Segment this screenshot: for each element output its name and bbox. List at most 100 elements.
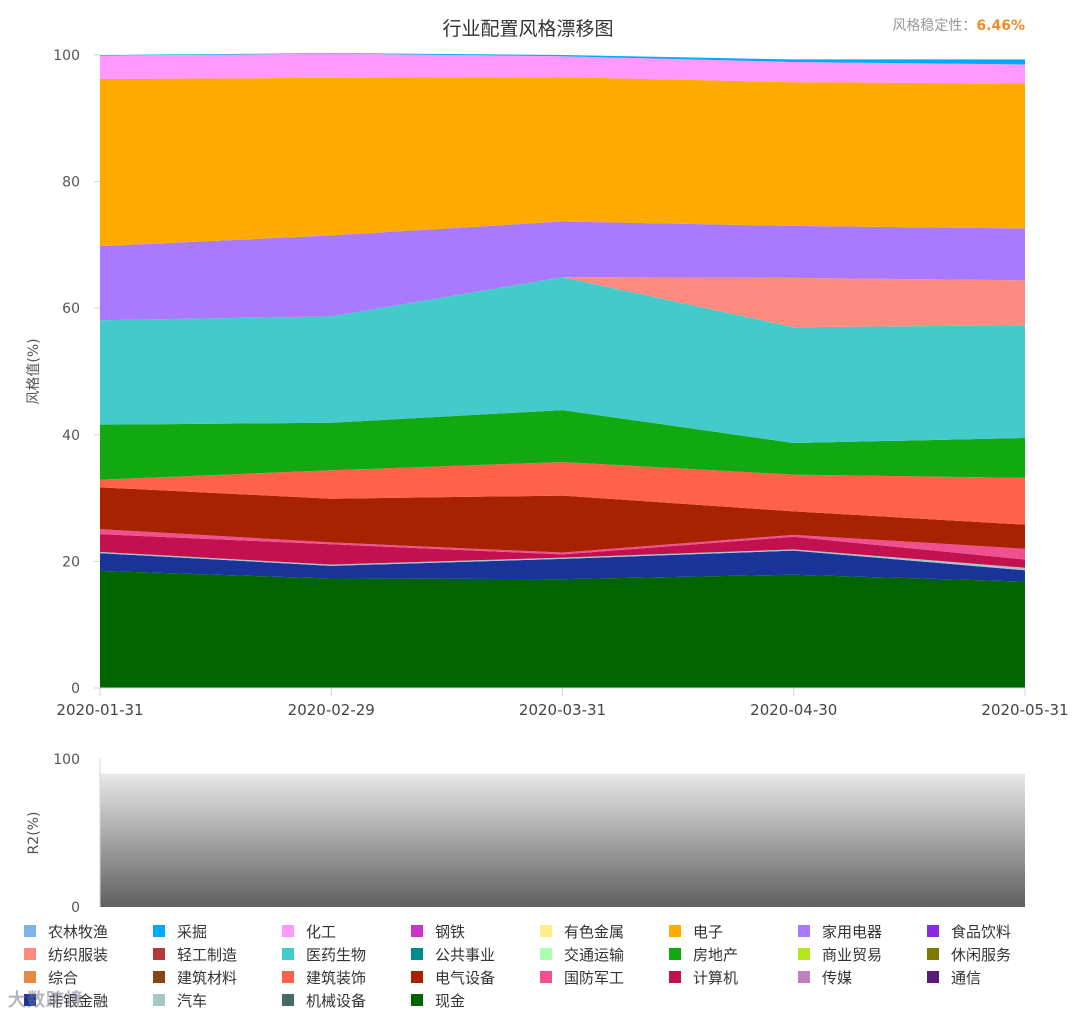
legend-item[interactable]: 机械设备 — [282, 989, 366, 1011]
legend-swatch — [669, 948, 681, 960]
legend-item[interactable]: 轻工制造 — [153, 943, 237, 965]
legend-item[interactable]: 电气设备 — [411, 966, 495, 988]
legend-item[interactable]: 食品饮料 — [927, 920, 1011, 942]
legend-item[interactable]: 国防军工 — [540, 966, 624, 988]
area-电气设备 — [100, 487, 1025, 553]
legend-label: 汽车 — [177, 991, 208, 1010]
legend-item[interactable]: 综合 — [24, 966, 78, 988]
legend-label: 家用电器 — [822, 922, 883, 941]
legend-label: 计算机 — [693, 968, 739, 987]
stability-label: 风格稳定性：6.46% — [892, 18, 1025, 34]
legend-swatch — [282, 925, 294, 937]
legend-item[interactable]: 计算机 — [669, 966, 738, 988]
legend-swatch — [24, 948, 36, 960]
legend-swatch — [540, 925, 552, 937]
y-tick-label: 0 — [71, 681, 80, 697]
legend-item[interactable]: 公共事业 — [411, 943, 495, 965]
legend-label: 交通运输 — [564, 945, 625, 964]
legend-swatch — [153, 948, 165, 960]
legend-swatch — [411, 948, 423, 960]
legend-label: 钢铁 — [435, 922, 466, 941]
legend-item[interactable]: 钢铁 — [411, 920, 465, 942]
legend-item[interactable]: 纺织服装 — [24, 943, 108, 965]
legend-swatch — [669, 971, 681, 983]
legend-label: 传媒 — [822, 968, 853, 987]
legend-item[interactable]: 有色金属 — [540, 920, 624, 942]
legend-item[interactable]: 建筑装饰 — [282, 966, 366, 988]
legend-swatch — [24, 971, 36, 983]
legend-item[interactable]: 商业贸易 — [798, 943, 882, 965]
legend-label: 食品饮料 — [951, 922, 1012, 941]
legend-swatch — [540, 948, 552, 960]
legend-swatch — [927, 971, 939, 983]
x-tick-label: 2020-05-31 — [981, 701, 1068, 719]
legend-swatch — [540, 971, 552, 983]
r2-y-tick-label: 100 — [53, 752, 80, 768]
legend-swatch — [798, 971, 810, 983]
area-计算机 — [100, 534, 1025, 568]
y-tick-label: 100 — [53, 48, 80, 64]
x-tick-label: 2020-02-29 — [288, 701, 375, 719]
area-化工 — [100, 53, 1025, 84]
area-电子 — [100, 77, 1025, 247]
legend-label: 建筑装饰 — [306, 968, 367, 987]
legend-swatch — [153, 971, 165, 983]
legend-item[interactable]: 房地产 — [669, 943, 738, 965]
legend-label: 休闲服务 — [951, 945, 1012, 964]
legend-swatch — [798, 948, 810, 960]
area-汽车 — [100, 549, 1025, 571]
legend-label: 建筑材料 — [177, 968, 238, 987]
legend-label: 通信 — [951, 968, 982, 987]
stability-value: 6.46% — [976, 18, 1025, 34]
legend-label: 有色金属 — [564, 922, 625, 941]
x-tick-label: 2020-03-31 — [519, 701, 606, 719]
legend-swatch — [282, 971, 294, 983]
legend-swatch — [927, 948, 939, 960]
legend-swatch — [927, 925, 939, 937]
legend-item[interactable]: 医药生物 — [282, 943, 366, 965]
legend-swatch — [153, 994, 165, 1006]
legend-label: 商业贸易 — [822, 945, 883, 964]
y-tick-label: 60 — [62, 301, 80, 317]
legend-swatch — [282, 994, 294, 1006]
legend-item[interactable]: 家用电器 — [798, 920, 882, 942]
y-tick-label: 20 — [62, 554, 80, 570]
y-axis-label: 风格值(%) — [26, 338, 42, 404]
area-医药生物 — [100, 277, 1025, 444]
legend-item[interactable]: 采掘 — [153, 920, 207, 942]
legend-swatch — [411, 925, 423, 937]
legend-item[interactable]: 化工 — [282, 920, 336, 942]
area-家用电器 — [100, 221, 1025, 321]
legend-swatch — [24, 925, 36, 937]
r2-axis-label: R2(%) — [26, 812, 42, 855]
legend-label: 农林牧渔 — [48, 922, 109, 941]
legend-label: 纺织服装 — [48, 945, 109, 964]
y-tick-label: 40 — [62, 428, 80, 444]
legend-swatch — [411, 994, 423, 1006]
legend-item[interactable]: 农林牧渔 — [24, 920, 108, 942]
legend-swatch — [669, 925, 681, 937]
legend-label: 电子 — [693, 922, 724, 941]
legend-item[interactable]: 电子 — [669, 920, 723, 942]
legend-swatch — [798, 925, 810, 937]
legend-label: 房地产 — [693, 945, 739, 964]
legend-label: 医药生物 — [306, 945, 367, 964]
legend-label: 公共事业 — [435, 945, 496, 964]
legend-item[interactable]: 休闲服务 — [927, 943, 1011, 965]
legend-swatch — [411, 971, 423, 983]
legend-item[interactable]: 汽车 — [153, 989, 207, 1011]
area-房地产 — [100, 410, 1025, 480]
legend-label: 电气设备 — [435, 968, 496, 987]
legend-item[interactable]: 交通运输 — [540, 943, 624, 965]
legend-item[interactable]: 建筑材料 — [153, 966, 237, 988]
x-tick-label: 2020-04-30 — [750, 701, 837, 719]
legend-item[interactable]: 通信 — [927, 966, 981, 988]
legend-item[interactable]: 传媒 — [798, 966, 852, 988]
legend-item[interactable]: 现金 — [411, 989, 465, 1011]
x-tick-label: 2020-01-31 — [56, 701, 143, 719]
legend-swatch — [153, 925, 165, 937]
legend-item[interactable]: 非银金融 — [24, 989, 108, 1011]
area-纺织服装 — [100, 277, 1025, 328]
legend-label: 非银金融 — [48, 991, 109, 1010]
